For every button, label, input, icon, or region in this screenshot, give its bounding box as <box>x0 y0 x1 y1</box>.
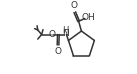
Text: O: O <box>49 30 56 39</box>
Text: O: O <box>70 1 77 10</box>
Text: OH: OH <box>82 13 96 22</box>
Text: H: H <box>62 26 68 35</box>
Text: N: N <box>62 29 68 38</box>
Text: O: O <box>55 47 62 56</box>
